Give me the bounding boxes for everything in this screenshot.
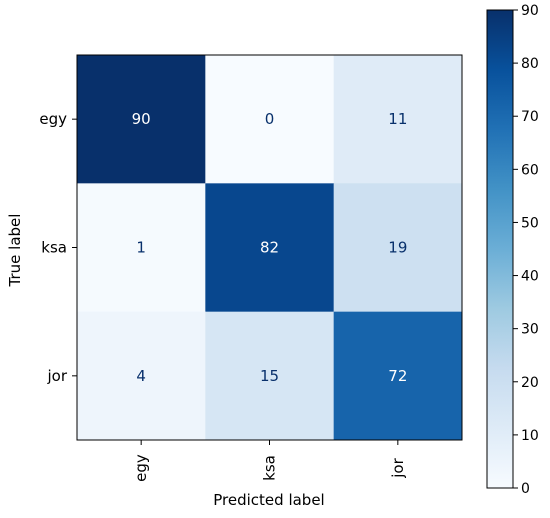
cell-value-label: 0 bbox=[265, 110, 275, 128]
colorbar-tick-label: 20 bbox=[521, 375, 539, 391]
cell-value-label: 72 bbox=[388, 367, 407, 385]
x-tick-label-egy: egy bbox=[132, 454, 150, 482]
y-tick-label-jor: jor bbox=[46, 367, 67, 385]
x-tick-label-ksa: ksa bbox=[261, 455, 279, 481]
colorbar-tick-label: 90 bbox=[521, 3, 539, 19]
colorbar-ticks: 0 10 20 30 40 50 60 70 80 90 bbox=[513, 3, 539, 497]
y-tick-label-egy: egy bbox=[39, 110, 67, 128]
colorbar-tick-label: 30 bbox=[521, 322, 539, 338]
heatmap-cell-ksa-egy bbox=[77, 183, 206, 313]
y-tick-label-ksa: ksa bbox=[41, 239, 67, 257]
colorbar-tick-label: 80 bbox=[521, 56, 539, 72]
cell-value-labels: 90 0 111 82 194 15 72 bbox=[132, 110, 408, 385]
cell-value-label: 82 bbox=[260, 239, 279, 257]
y-axis-ticks: egy ksa jor bbox=[39, 110, 77, 385]
heatmap-cell-ksa-ksa bbox=[205, 183, 335, 313]
cell-value-label: 4 bbox=[136, 367, 146, 385]
cell-value-label: 19 bbox=[388, 239, 407, 257]
colorbar-tick-label: 70 bbox=[521, 109, 539, 125]
heatmap-cell-egy-ksa bbox=[205, 55, 335, 184]
heatmap-cells bbox=[77, 55, 463, 441]
heatmap-cell-jor-egy bbox=[77, 311, 206, 441]
colorbar-tick-label: 40 bbox=[521, 269, 539, 285]
cell-value-label: 1 bbox=[136, 239, 146, 257]
x-axis-ticks: egy ksa jor bbox=[132, 440, 407, 482]
colorbar-tick-label: 10 bbox=[521, 428, 539, 444]
colorbar-tick-label: 50 bbox=[521, 215, 539, 231]
cell-value-label: 11 bbox=[388, 110, 407, 128]
heatmap-cell-egy-egy bbox=[77, 55, 206, 184]
x-axis-label: Predicted label bbox=[213, 491, 324, 509]
heatmap-cell-ksa-jor bbox=[333, 183, 463, 313]
colorbar-tick-label: 0 bbox=[521, 481, 530, 497]
heatmap-cell-jor-ksa bbox=[205, 311, 335, 441]
heatmap-cell-jor-jor bbox=[333, 311, 463, 441]
cell-value-label: 90 bbox=[132, 110, 151, 128]
x-tick-label-jor: jor bbox=[389, 457, 407, 478]
cell-value-label: 15 bbox=[260, 367, 279, 385]
colorbar bbox=[486, 9, 514, 489]
y-axis-label: True label bbox=[6, 214, 24, 288]
heatmap-cell-egy-jor bbox=[333, 55, 463, 184]
colorbar-tick-label: 60 bbox=[521, 162, 539, 178]
